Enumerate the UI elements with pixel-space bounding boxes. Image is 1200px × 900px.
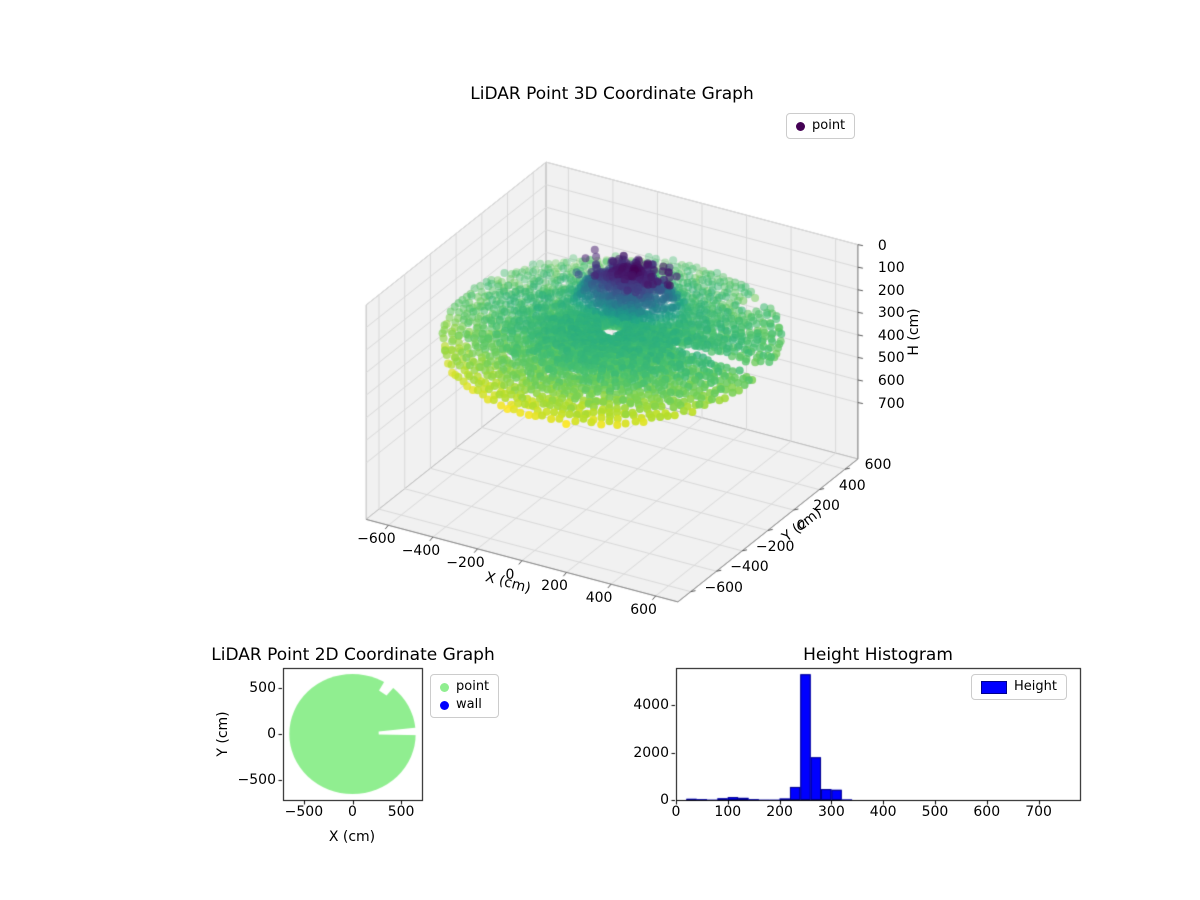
tick-label: 400 — [838, 477, 866, 494]
tick-label: 400 — [869, 804, 897, 820]
tick-label: 200 — [541, 578, 568, 595]
tick-label: 500 — [387, 804, 415, 820]
tick-label: 200 — [877, 282, 905, 299]
legend-label: wall — [456, 697, 482, 712]
tick-label: 0 — [267, 726, 276, 742]
plot2d-ylabel: Y (cm) — [215, 711, 231, 757]
tick-label: −200 — [446, 554, 485, 571]
tick-label: 100 — [714, 804, 742, 820]
tick-label: −400 — [401, 543, 441, 560]
tick-label: 600 — [630, 601, 657, 618]
tick-label: 300 — [877, 305, 905, 322]
legend-item-point: point — [796, 119, 845, 133]
tick-label: 400 — [877, 327, 905, 344]
tick-label: 200 — [813, 498, 840, 514]
tick-label: 700 — [877, 395, 905, 412]
tick-label: 400 — [585, 590, 613, 607]
plot2d-legend: point wall — [430, 674, 500, 718]
tick-label: 600 — [864, 457, 892, 474]
hist-title: Height Histogram — [803, 645, 953, 665]
tick-label: 0 — [877, 237, 887, 254]
tick-label: −200 — [755, 538, 795, 555]
tick-label: 4000 — [633, 697, 669, 714]
tick-label: 500 — [921, 804, 949, 820]
plot3d-zlabel: H (cm) — [906, 308, 922, 356]
tick-label: 0 — [660, 792, 669, 808]
tick-label: −400 — [730, 559, 769, 576]
tick-label: 0 — [796, 518, 806, 535]
tick-label: 500 — [249, 679, 276, 696]
plot3d-title: LiDAR Point 3D Coordinate Graph — [470, 84, 754, 104]
tick-label: 200 — [766, 804, 793, 820]
tick-label: −500 — [284, 804, 324, 820]
hist-legend: Height — [971, 674, 1067, 700]
tick-label: −600 — [704, 579, 743, 596]
legend-item-point: point — [440, 680, 489, 694]
legend-label: point — [456, 679, 490, 694]
tick-label: −600 — [357, 531, 396, 548]
tick-label: −500 — [237, 772, 276, 789]
plot3d-legend: point — [786, 113, 856, 139]
tick-label: 600 — [973, 804, 1001, 820]
tick-label: 0 — [505, 566, 515, 583]
plot2d-xlabel: X (cm) — [328, 829, 376, 845]
tick-label: 2000 — [633, 744, 669, 761]
wall-marker-icon — [440, 700, 449, 710]
point-marker-icon — [440, 682, 449, 692]
tick-label: 300 — [818, 804, 845, 820]
tick-label: 0 — [348, 804, 357, 820]
plot2d-title: LiDAR Point 2D Coordinate Graph — [211, 645, 495, 665]
tick-label: 100 — [877, 260, 905, 277]
legend-label: Height — [1014, 679, 1057, 694]
tick-label: 500 — [877, 350, 905, 367]
legend-item-wall: wall — [440, 698, 489, 712]
legend-label: point — [812, 118, 846, 133]
legend-item-height: Height — [981, 680, 1057, 694]
point-marker-icon — [796, 121, 805, 131]
tick-label: 0 — [671, 804, 681, 820]
height-swatch-icon — [981, 680, 1007, 694]
tick-label: 700 — [1025, 804, 1052, 820]
tick-label: 600 — [877, 373, 905, 389]
